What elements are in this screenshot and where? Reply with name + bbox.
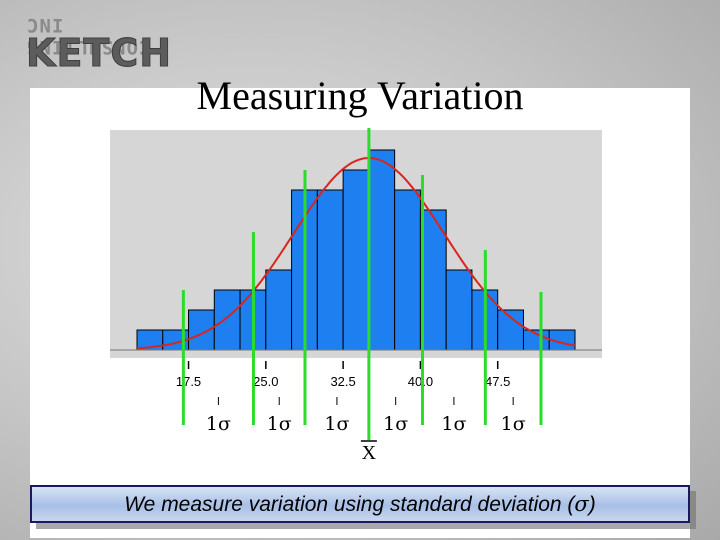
caption-box: We measure variation using standard devi…: [30, 485, 690, 523]
histogram-bar: [265, 269, 293, 351]
histogram-bar: [445, 269, 473, 351]
histogram-bar: [394, 189, 421, 351]
caption-sigma-symbol: σ: [574, 492, 589, 516]
x-tick-label: 32.5: [330, 374, 355, 389]
company-logo: CONSULTING INC KETCH: [25, 14, 226, 75]
x-tick-label: 25.0: [253, 374, 278, 389]
histogram-bar: [342, 169, 370, 351]
logo-big-text: KETCH: [25, 31, 173, 75]
sigma-label: 1σ: [501, 413, 526, 435]
histogram-bar: [497, 309, 524, 351]
histogram-bar: [419, 209, 447, 351]
histogram-bar: [368, 149, 396, 351]
sigma-label: 1σ: [206, 413, 231, 435]
histogram-bar: [213, 289, 241, 351]
mean-label: X: [362, 442, 377, 464]
histogram-bar: [316, 189, 344, 351]
sigma-label: 1σ: [324, 413, 349, 435]
caption-text-prefix: We measure variation using standard devi…: [124, 493, 575, 516]
normal-curve: [136, 156, 576, 350]
sigma-label: 1σ: [383, 413, 408, 435]
slide-title: Measuring Variation: [196, 73, 524, 118]
x-tick-label: 17.5: [176, 374, 201, 389]
sigma-label: 1σ: [267, 413, 292, 435]
x-tick-label: 40.0: [408, 374, 433, 389]
sigma-label: 1σ: [441, 413, 466, 435]
caption-text-suffix: ): [588, 493, 596, 516]
x-tick-label: 47.5: [485, 374, 510, 389]
